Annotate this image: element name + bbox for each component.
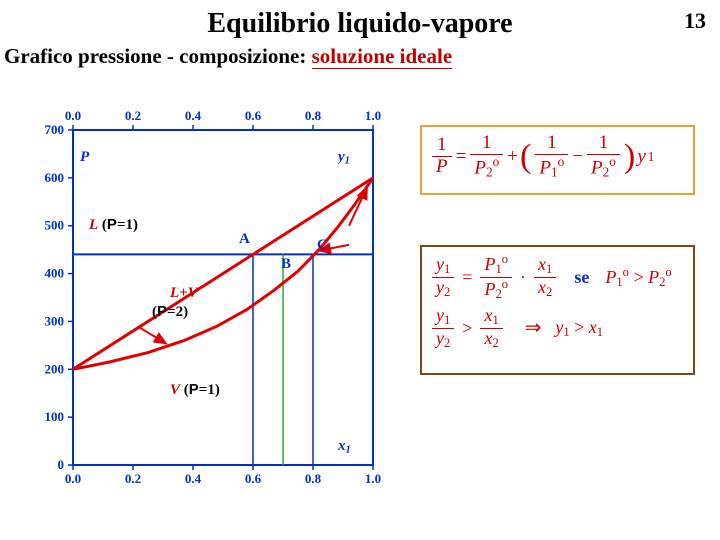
equation-box-0: 1P=1P2o+(1P1o−1P2o)y1 xyxy=(420,125,695,195)
pressure-composition-chart: 0.0 0.2 0.4 0.6 0.8 1.0 0.0 0.2 0.4 0.6 0.8 1.0 0 100… xyxy=(18,100,388,490)
svg-text:0.0: 0.0 xyxy=(65,108,81,123)
svg-text:700: 700 xyxy=(45,122,65,137)
subtitle-part1: Grafico pressione - composizione: xyxy=(4,44,312,68)
svg-text:600: 600 xyxy=(45,170,65,185)
svg-text:0: 0 xyxy=(58,457,65,472)
svg-text:0.6: 0.6 xyxy=(245,108,262,123)
equation-box-1: y1y2=P1oP2o·x1x2seP1o > P2oy1y2>x1x2⇒y1 … xyxy=(420,245,695,375)
svg-text:0.4: 0.4 xyxy=(185,471,202,486)
svg-text:0.8: 0.8 xyxy=(305,108,322,123)
svg-text:300: 300 xyxy=(45,313,65,328)
svg-text:0.2: 0.2 xyxy=(125,471,141,486)
svg-text:0.6: 0.6 xyxy=(245,471,262,486)
svg-text:0.0: 0.0 xyxy=(65,471,81,486)
svg-text:1.0: 1.0 xyxy=(365,108,381,123)
subtitle-part2: soluzione ideale xyxy=(312,44,453,69)
svg-text:400: 400 xyxy=(45,266,65,281)
svg-text:0.4: 0.4 xyxy=(185,108,202,123)
svg-text:500: 500 xyxy=(45,218,65,233)
slide-title: Equilibrio liquido-vapore xyxy=(0,8,720,40)
page-number: 13 xyxy=(684,8,706,34)
slide-subtitle: Grafico pressione - composizione: soluzi… xyxy=(4,44,452,69)
svg-text:100: 100 xyxy=(45,409,65,424)
svg-text:200: 200 xyxy=(45,361,65,376)
svg-text:0.2: 0.2 xyxy=(125,108,141,123)
svg-text:1.0: 1.0 xyxy=(365,471,381,486)
svg-text:0.8: 0.8 xyxy=(305,471,322,486)
